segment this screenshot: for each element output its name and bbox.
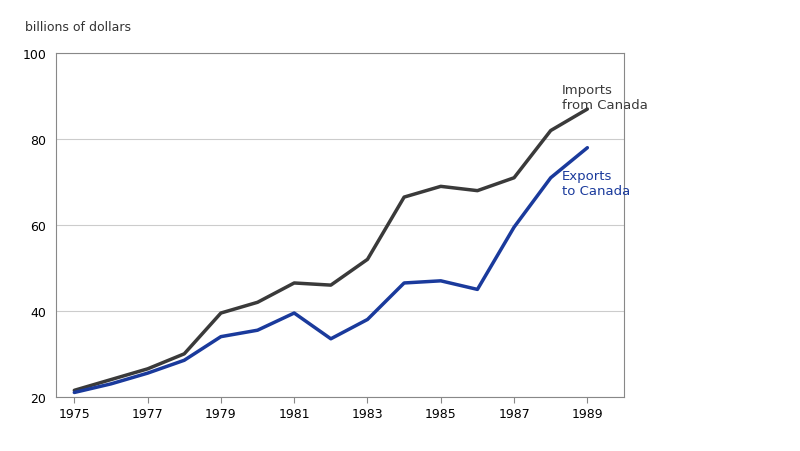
Text: Imports
from Canada: Imports from Canada	[562, 84, 647, 112]
Text: billions of dollars: billions of dollars	[25, 21, 130, 33]
Text: Exports
to Canada: Exports to Canada	[562, 170, 630, 198]
